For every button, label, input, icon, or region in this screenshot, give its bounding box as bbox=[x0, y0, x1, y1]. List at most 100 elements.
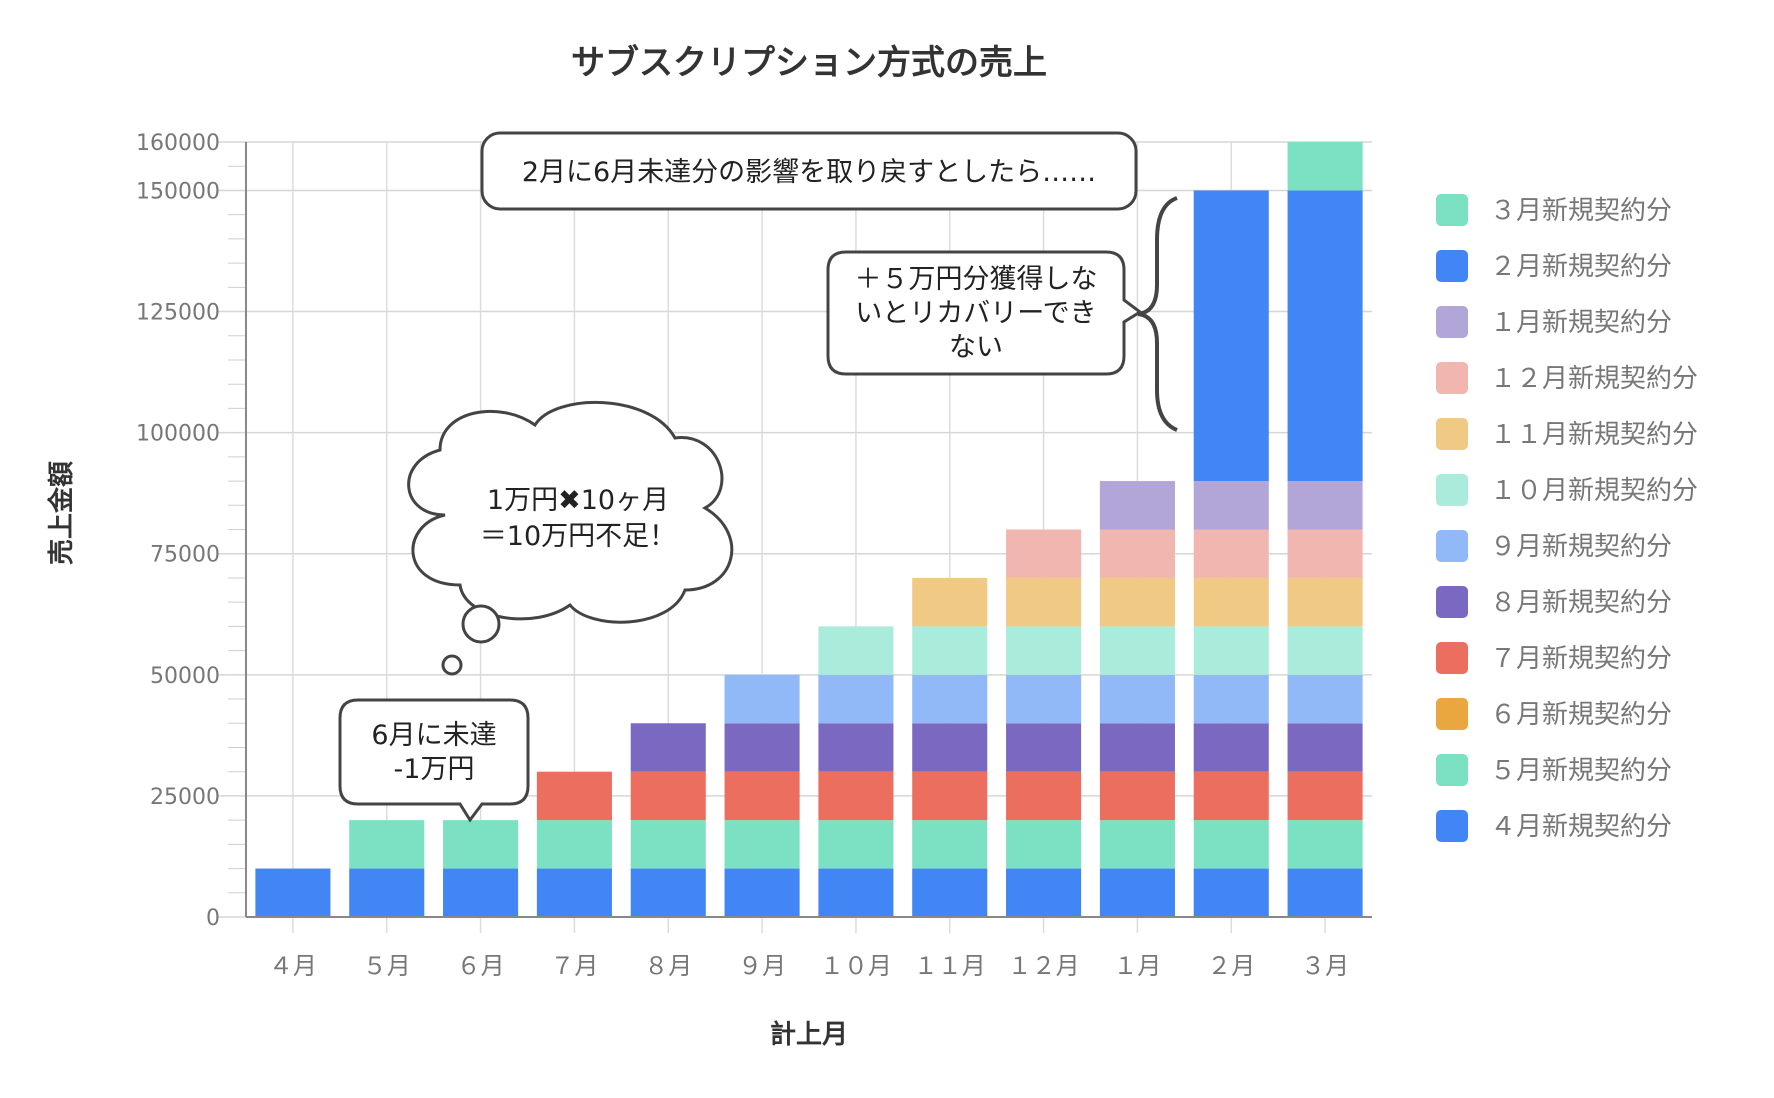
callout-top-banner-text: 2月に6月未達分の影響を取り戻すとしたら…… bbox=[522, 157, 1096, 188]
callout-recovery-line3: ない bbox=[949, 332, 1003, 363]
bar-segment bbox=[1287, 771, 1363, 821]
x-tick-label: ４月 bbox=[269, 952, 317, 980]
legend-swatch bbox=[1436, 250, 1468, 282]
bar-segment bbox=[1099, 529, 1175, 578]
y-axis-title: 売上金額 bbox=[46, 461, 77, 565]
bar-segment bbox=[1193, 674, 1269, 724]
y-tick-label: 25000 bbox=[150, 785, 220, 810]
bar-segment bbox=[724, 723, 800, 772]
legend-swatch bbox=[1436, 586, 1468, 618]
thought-line2: ＝10万円不足！ bbox=[480, 521, 676, 552]
y-tick-label: 100000 bbox=[136, 422, 220, 447]
bar-segment bbox=[1006, 820, 1082, 869]
bar-segment bbox=[1287, 723, 1363, 772]
thought-line1: 1万円✖10ヶ月 bbox=[487, 485, 669, 516]
bar-segment bbox=[1099, 674, 1175, 724]
bar-segment bbox=[1006, 529, 1082, 578]
bar-segment bbox=[1287, 820, 1363, 869]
bars bbox=[255, 142, 1363, 917]
legend-swatch bbox=[1436, 194, 1468, 226]
y-tick-label: 0 bbox=[206, 906, 220, 931]
bar-segment bbox=[818, 868, 894, 917]
legend-swatch bbox=[1436, 530, 1468, 562]
bar-segment bbox=[1287, 626, 1363, 675]
bar-segment bbox=[1099, 577, 1175, 627]
x-tick-label: ２月 bbox=[1207, 952, 1255, 980]
legend-swatch bbox=[1436, 418, 1468, 450]
bar-segment bbox=[630, 771, 706, 821]
y-tick-labels: 0 25000 50000 75000 100000 125000 150000 160000 bbox=[136, 131, 220, 931]
bar-segment bbox=[1287, 577, 1363, 627]
bar-segment bbox=[1193, 820, 1269, 869]
bar-segment bbox=[1006, 626, 1082, 675]
bar-segment bbox=[1287, 481, 1363, 530]
legend-label: ８月新規契約分 bbox=[1490, 588, 1672, 618]
bar-segment bbox=[1099, 626, 1175, 675]
bar-segment bbox=[724, 820, 800, 869]
x-tick-label: ５月 bbox=[363, 952, 411, 980]
y-tick-label: 125000 bbox=[136, 301, 220, 326]
bar-segment bbox=[724, 771, 800, 821]
legend-label: ９月新規契約分 bbox=[1490, 532, 1672, 562]
callout-recovery-line2: いとリカバリーでき bbox=[855, 298, 1096, 329]
bar-segment bbox=[1006, 771, 1082, 821]
bar-segment bbox=[536, 868, 612, 917]
legend-label: ５月新規契約分 bbox=[1490, 756, 1672, 786]
bar-segment bbox=[1099, 771, 1175, 821]
legend-label: ６月新規契約分 bbox=[1490, 700, 1672, 730]
bar-segment bbox=[724, 868, 800, 917]
bar-segment bbox=[630, 723, 706, 772]
bar-segment bbox=[1287, 142, 1363, 191]
bar-segment bbox=[818, 771, 894, 821]
x-tick-label: １０月 bbox=[820, 952, 892, 980]
x-tick-label: １１月 bbox=[914, 952, 986, 980]
callout-top-banner: 2月に6月未達分の影響を取り戻すとしたら…… bbox=[480, 131, 1138, 211]
legend-swatch bbox=[1436, 754, 1468, 786]
bar-segment bbox=[1193, 577, 1269, 627]
thought-cloud: 1万円✖10ヶ月 ＝10万円不足！ bbox=[407, 401, 734, 676]
bar-segment bbox=[349, 820, 425, 869]
bar-segment bbox=[1193, 771, 1269, 821]
bar-segment bbox=[1006, 723, 1082, 772]
legend-label: １月新規契約分 bbox=[1490, 308, 1672, 338]
bar-segment bbox=[1193, 481, 1269, 530]
bar-segment bbox=[912, 868, 988, 917]
y-tick-label: 75000 bbox=[150, 543, 220, 568]
axes bbox=[245, 142, 1372, 918]
x-tick-label: ６月 bbox=[457, 952, 505, 980]
bar-segment bbox=[912, 820, 988, 869]
bar-segment bbox=[1287, 868, 1363, 917]
legend-label: ４月新規契約分 bbox=[1490, 812, 1672, 842]
bar-segment bbox=[1006, 674, 1082, 724]
x-tick-label: １２月 bbox=[1008, 952, 1080, 980]
bar-segment bbox=[536, 771, 612, 821]
bar-segment bbox=[536, 820, 612, 869]
legend-label: ７月新規契約分 bbox=[1490, 644, 1672, 674]
bar-segment bbox=[1099, 820, 1175, 869]
bar-segment bbox=[912, 723, 988, 772]
bar-segment bbox=[1099, 868, 1175, 917]
x-axis-title: 計上月 bbox=[770, 1019, 848, 1050]
legend-swatch bbox=[1436, 306, 1468, 338]
chart-title: サブスクリプション方式の売上 bbox=[571, 43, 1047, 83]
callout-june-miss-line2: -1万円 bbox=[394, 754, 475, 785]
bar-segment bbox=[1099, 481, 1175, 530]
bar-segment bbox=[1099, 723, 1175, 772]
legend-swatch bbox=[1436, 698, 1468, 730]
legend-swatch bbox=[1436, 474, 1468, 506]
x-tick-labels: ４月 ５月 ６月 ７月 ８月 ９月 １０月 １１月 １２月 １月 ２月 ３月 bbox=[269, 952, 1349, 980]
bar-segment bbox=[1006, 577, 1082, 627]
legend-label: １２月新規契約分 bbox=[1490, 364, 1698, 394]
bar-segment bbox=[1193, 529, 1269, 578]
legend: ３月新規契約分 ２月新規契約分 １月新規契約分 １２月新規契約分 １１月新規契約分 １０月… bbox=[1436, 194, 1698, 842]
bar-segment bbox=[912, 626, 988, 675]
y-tick-label: 160000 bbox=[136, 131, 220, 156]
y-tick-label: 50000 bbox=[150, 664, 220, 689]
x-tick-label: ９月 bbox=[738, 952, 786, 980]
bar-segment bbox=[349, 868, 425, 917]
bar-segment bbox=[1287, 190, 1363, 482]
legend-swatch bbox=[1436, 642, 1468, 674]
bar-segment bbox=[255, 868, 331, 917]
callout-june-miss: 6月に未達 -1万円 bbox=[338, 698, 530, 823]
